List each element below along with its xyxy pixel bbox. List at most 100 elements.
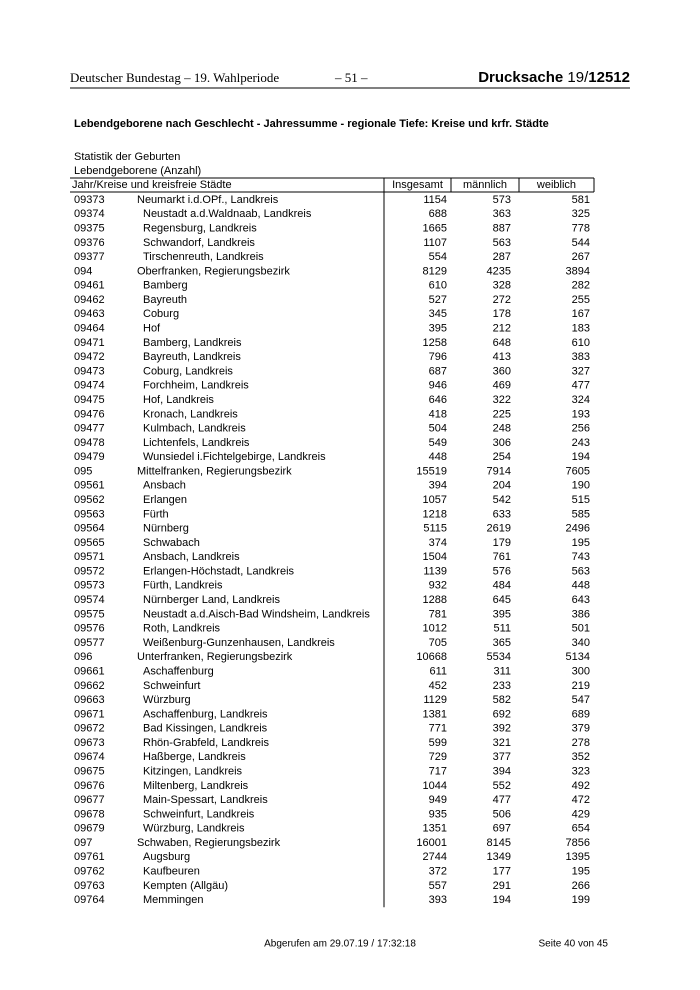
footer-page: Seite 40 von 45 bbox=[539, 939, 609, 950]
cell-number: 563 bbox=[493, 237, 511, 249]
cell-number: 287 bbox=[493, 251, 511, 263]
cell-number: 374 bbox=[429, 537, 447, 549]
cell-number: 377 bbox=[493, 751, 511, 763]
region-name: Mittelfranken, Regierungsbezirk bbox=[137, 465, 292, 477]
cell-number: 549 bbox=[429, 437, 447, 449]
region-name: Rhön-Grabfeld, Landkreis bbox=[143, 737, 269, 749]
cell-number: 278 bbox=[572, 737, 590, 749]
region-name: Coburg, Landkreis bbox=[143, 365, 233, 377]
region-code: 09373 bbox=[74, 194, 105, 206]
region-code: 09675 bbox=[74, 766, 105, 778]
cell-number: 352 bbox=[572, 751, 590, 763]
region-code: 09471 bbox=[74, 337, 105, 349]
cell-number: 306 bbox=[493, 437, 511, 449]
cell-number: 1107 bbox=[423, 237, 447, 249]
cell-number: 743 bbox=[572, 551, 590, 563]
cell-number: 1218 bbox=[423, 508, 447, 520]
cell-number: 177 bbox=[493, 866, 511, 878]
cell-number: 949 bbox=[429, 794, 447, 806]
cell-number: 327 bbox=[572, 365, 590, 377]
cell-number: 688 bbox=[429, 208, 447, 220]
cell-number: 1351 bbox=[423, 823, 447, 835]
cell-number: 557 bbox=[429, 880, 447, 892]
region-name: Hof bbox=[143, 323, 161, 335]
cell-number: 796 bbox=[429, 351, 447, 363]
cell-number: 761 bbox=[493, 551, 511, 563]
region-code: 09661 bbox=[74, 665, 105, 677]
cell-number: 2744 bbox=[423, 851, 447, 863]
cell-number: 345 bbox=[429, 308, 447, 320]
cell-number: 7914 bbox=[487, 465, 511, 477]
cell-number: 311 bbox=[493, 665, 511, 677]
cell-number: 697 bbox=[493, 823, 511, 835]
column-header: weiblich bbox=[536, 179, 576, 191]
cell-number: 633 bbox=[493, 508, 511, 520]
cell-number: 7856 bbox=[566, 837, 590, 849]
cell-number: 1381 bbox=[423, 708, 447, 720]
cell-number: 5115 bbox=[423, 523, 447, 535]
region-name: Ansbach, Landkreis bbox=[143, 551, 240, 563]
cell-number: 515 bbox=[572, 494, 590, 506]
region-code: 09662 bbox=[74, 680, 105, 692]
region-code: 09472 bbox=[74, 351, 105, 363]
cell-number: 946 bbox=[429, 380, 447, 392]
cell-number: 932 bbox=[429, 580, 447, 592]
footer-retrieved: Abgerufen am 29.07.19 / 17:32:18 bbox=[264, 939, 416, 950]
cell-number: 1044 bbox=[423, 780, 447, 792]
cell-number: 527 bbox=[429, 294, 447, 306]
cell-number: 243 bbox=[572, 437, 590, 449]
cell-number: 321 bbox=[493, 737, 511, 749]
cell-number: 2496 bbox=[566, 523, 590, 535]
cell-number: 554 bbox=[429, 251, 447, 263]
region-name: Memmingen bbox=[143, 894, 204, 906]
region-name: Haßberge, Landkreis bbox=[143, 751, 246, 763]
region-code: 09477 bbox=[74, 423, 105, 435]
cell-number: 194 bbox=[493, 894, 511, 906]
subtitle: Statistik der Geburten bbox=[74, 151, 180, 163]
region-code: 09677 bbox=[74, 794, 105, 806]
region-code: 09564 bbox=[74, 523, 105, 535]
region-name: Unterfranken, Regierungsbezirk bbox=[137, 651, 293, 663]
region-name: Wunsiedel i.Fichtelgebirge, Landkreis bbox=[143, 451, 326, 463]
cell-number: 452 bbox=[429, 680, 447, 692]
cell-number: 183 bbox=[572, 323, 590, 335]
cell-number: 1665 bbox=[423, 222, 447, 234]
region-code: 09479 bbox=[74, 451, 105, 463]
cell-number: 322 bbox=[493, 394, 511, 406]
cell-number: 10668 bbox=[416, 651, 447, 663]
doc-prefix: 19/ bbox=[567, 69, 589, 86]
cell-number: 581 bbox=[572, 194, 590, 206]
cell-number: 219 bbox=[572, 680, 590, 692]
header-left: Deutscher Bundestag – 19. Wahlperiode bbox=[70, 70, 279, 85]
region-name: Schweinfurt bbox=[143, 680, 200, 692]
region-name: Fürth bbox=[143, 508, 169, 520]
column-header: Jahr/Kreise und kreisfreie Städte bbox=[72, 179, 232, 191]
cell-number: 392 bbox=[493, 723, 511, 735]
cell-number: 610 bbox=[572, 337, 590, 349]
region-name: Schwabach bbox=[143, 537, 200, 549]
region-name: Coburg bbox=[143, 308, 179, 320]
region-name: Regensburg, Landkreis bbox=[143, 222, 257, 234]
region-code: 09565 bbox=[74, 537, 105, 549]
region-code: 09571 bbox=[74, 551, 105, 563]
region-code: 09573 bbox=[74, 580, 105, 592]
region-code: 09574 bbox=[74, 594, 105, 606]
cell-number: 178 bbox=[493, 308, 511, 320]
region-name: Kempten (Allgäu) bbox=[143, 880, 228, 892]
region-name: Erlangen-Höchstadt, Landkreis bbox=[143, 565, 295, 577]
cell-number: 887 bbox=[493, 222, 511, 234]
cell-number: 705 bbox=[429, 637, 447, 649]
cell-number: 393 bbox=[429, 894, 447, 906]
cell-number: 689 bbox=[572, 708, 590, 720]
cell-number: 193 bbox=[572, 408, 590, 420]
region-code: 09476 bbox=[74, 408, 105, 420]
cell-number: 511 bbox=[493, 623, 511, 635]
cell-number: 506 bbox=[493, 808, 511, 820]
cell-number: 7605 bbox=[566, 465, 590, 477]
subtitle: Lebendgeborene (Anzahl) bbox=[74, 165, 201, 177]
header-page: – 51 – bbox=[334, 70, 368, 85]
cell-number: 4235 bbox=[487, 265, 511, 277]
region-name: Fürth, Landkreis bbox=[143, 580, 223, 592]
region-name: Bamberg, Landkreis bbox=[143, 337, 242, 349]
cell-number: 1154 bbox=[423, 194, 447, 206]
